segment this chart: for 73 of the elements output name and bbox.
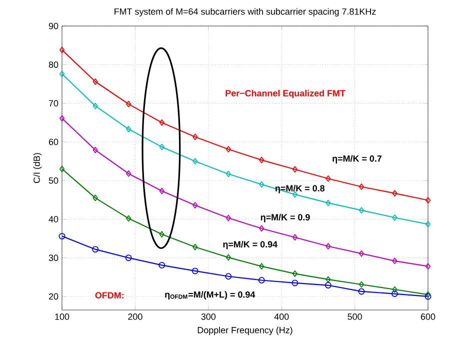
point — [192, 202, 198, 209]
point — [92, 78, 98, 85]
x-tick-label: 500 — [348, 314, 362, 320]
point — [226, 254, 231, 261]
point — [192, 158, 198, 164]
point — [326, 276, 331, 283]
chart-title: FMT system of M=64 subcarriers with subcarrier spacing 7.81KHz — [114, 8, 376, 16]
point — [126, 215, 132, 222]
point — [258, 277, 265, 284]
point — [326, 243, 331, 250]
point — [259, 225, 264, 232]
point — [358, 281, 364, 288]
annotation: Per−Channel Equalized FMT — [226, 90, 346, 98]
point — [192, 244, 198, 250]
point — [159, 188, 164, 194]
point — [92, 146, 98, 154]
y-tick-label: 90 — [48, 22, 58, 30]
annotation: η$_{OFDM}$=M/(M+L) = 0.94 — [165, 291, 256, 300]
point — [391, 290, 398, 298]
x-tick-label: 300 — [201, 314, 216, 320]
point — [259, 263, 264, 270]
y-tick-label: 40 — [48, 216, 58, 222]
point — [92, 194, 98, 202]
point — [192, 268, 198, 274]
x-tick-label: 600 — [420, 314, 436, 320]
y-tick-label: 50 — [48, 177, 58, 184]
y-tick-label: 70 — [48, 100, 58, 106]
point — [158, 262, 166, 268]
point — [358, 207, 364, 214]
point — [358, 288, 365, 295]
annotation: η=M/K = 0.9 — [260, 214, 310, 222]
point — [192, 134, 198, 140]
point — [259, 156, 264, 164]
point — [392, 190, 398, 197]
point — [292, 270, 298, 277]
y-tick-label: 20 — [48, 293, 58, 300]
point — [358, 183, 364, 190]
point — [159, 144, 164, 150]
point — [392, 214, 398, 221]
x-axis-title: Doppler Frequency (Hz) — [198, 326, 292, 336]
x-tick-label: 400 — [274, 314, 289, 320]
point — [392, 258, 398, 264]
point — [392, 286, 398, 293]
annotation: η=M/K = 0.7 — [332, 155, 382, 164]
annotation: η=M/K = 0.8 — [275, 184, 325, 194]
point — [324, 282, 332, 289]
point — [226, 214, 231, 222]
point — [326, 175, 331, 182]
point — [292, 234, 298, 241]
point — [126, 170, 132, 177]
annotation: η=M/K = 0.94 — [223, 240, 278, 250]
point — [92, 102, 98, 110]
point — [292, 166, 298, 173]
x-tick-label: 200 — [128, 314, 142, 320]
point — [92, 246, 99, 253]
y-axis-title: C/I (dB) — [33, 153, 42, 183]
point — [358, 250, 364, 257]
annotation: OFDM: — [95, 292, 124, 298]
x-tick-label: 100 — [55, 314, 70, 320]
point — [225, 273, 232, 280]
point — [126, 100, 132, 108]
point — [292, 280, 298, 286]
point — [126, 126, 132, 132]
point — [326, 200, 331, 206]
point — [226, 146, 231, 152]
point — [259, 181, 264, 188]
y-tick-label: 60 — [48, 138, 58, 146]
point — [125, 254, 132, 262]
y-tick-label: 80 — [48, 61, 58, 68]
point — [159, 119, 164, 126]
point — [159, 231, 164, 238]
y-tick-label: 30 — [48, 254, 58, 262]
point — [226, 170, 231, 178]
